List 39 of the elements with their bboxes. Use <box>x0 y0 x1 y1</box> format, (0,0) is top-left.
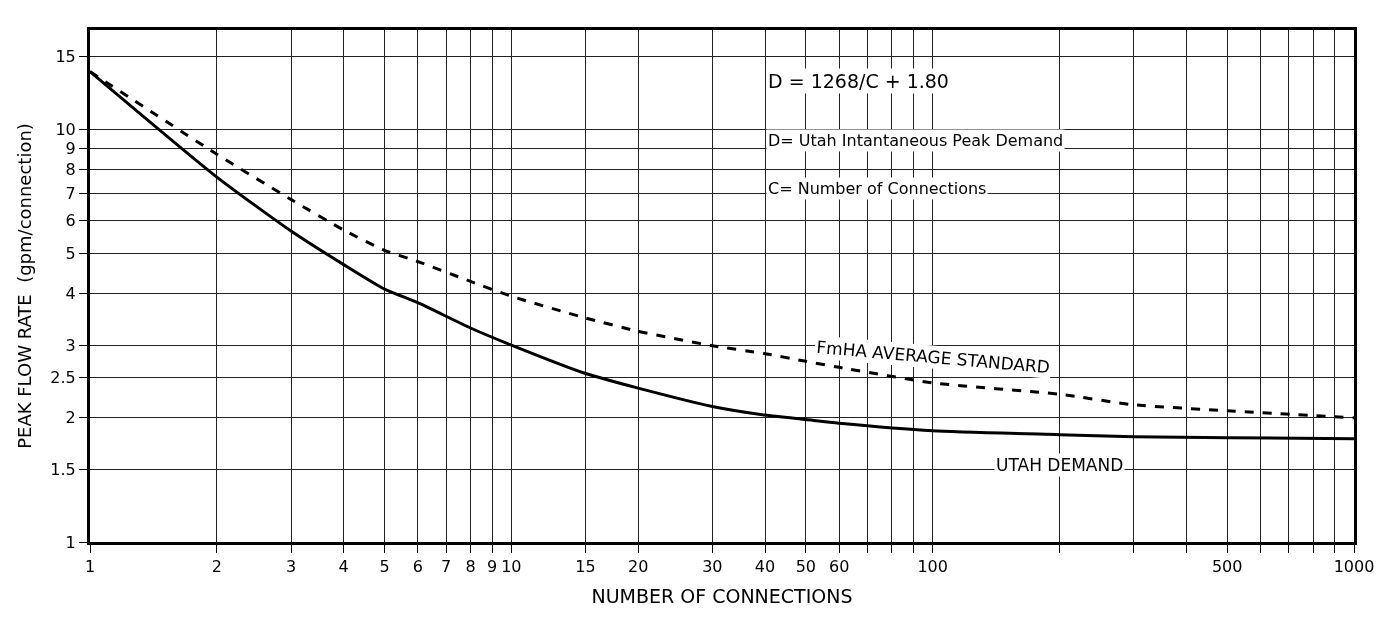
annotation: D = 1268/C + 1.80 <box>768 70 949 92</box>
x-tick-label: 8 <box>465 557 476 577</box>
series-label: FmHA AVERAGE STANDARD <box>815 336 1051 378</box>
annotation: C= Number of Connections <box>768 179 987 198</box>
annotation: D= Utah Intantaneous Peak Demand <box>768 131 1064 150</box>
y-tick-label: 8 <box>65 159 76 179</box>
x-tick-label: 7 <box>440 557 452 577</box>
x-tick-label: 20 <box>627 557 649 577</box>
x-tick-label: 30 <box>702 557 723 577</box>
y-tick-label: 10 <box>55 119 76 139</box>
y-tick-label: 1 <box>65 532 76 552</box>
y-tick-label: 15 <box>55 47 76 67</box>
y-tick-label: 7 <box>65 183 76 203</box>
x-tick-label: 40 <box>754 557 776 577</box>
y-tick-label: 1.5 <box>50 459 76 479</box>
x-tick-label: 9 <box>486 557 498 577</box>
x-tick-label: 10 <box>501 557 522 577</box>
y-axis-title: PEAK FLOW RATE (gpm/connection) <box>13 123 35 449</box>
x-tick-label: 50 <box>795 557 817 577</box>
x-tick-label: 3 <box>285 557 297 577</box>
y-tick-label: 9 <box>65 138 76 158</box>
x-tick-label: 1000 <box>1333 557 1375 577</box>
y-tick-label: 2.5 <box>50 368 76 388</box>
y-tick-label: 2 <box>65 408 76 428</box>
x-tick-label: 6 <box>412 557 423 577</box>
x-tick-label: 15 <box>575 557 596 577</box>
y-tick-label: 3 <box>65 335 76 355</box>
x-tick-label: 100 <box>917 557 948 577</box>
x-tick-label: 4 <box>338 557 349 577</box>
x-tick-label: 2 <box>211 557 222 577</box>
x-tick-label: 60 <box>829 557 850 577</box>
y-tick-label: 6 <box>65 211 76 231</box>
y-tick-label: 4 <box>65 284 76 304</box>
x-tick-label: 1 <box>84 557 96 577</box>
x-tick-label: 5 <box>379 557 390 577</box>
x-axis-title: NUMBER OF CONNECTIONS <box>591 585 853 607</box>
series-label: UTAH DEMAND <box>996 455 1124 475</box>
x-tick-label: 500 <box>1211 557 1243 577</box>
y-tick-label: 5 <box>65 244 76 264</box>
